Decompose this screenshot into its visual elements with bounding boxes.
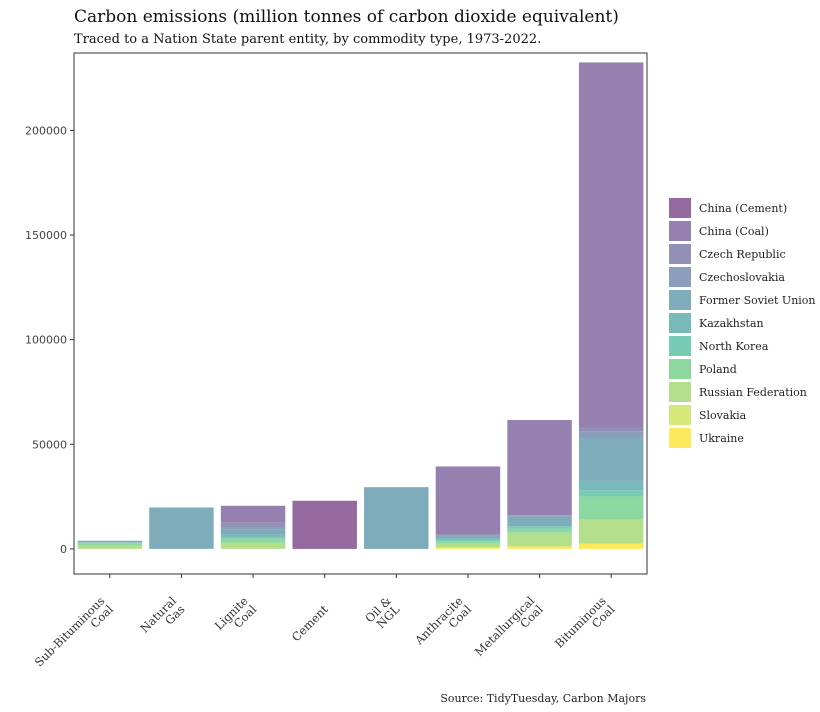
y-axis: 0 50000 100000 150000 200000 (25, 124, 74, 556)
bar-lignite-coal-czech-republic (220, 522, 286, 527)
bar-bituminous-coal-former-soviet-union (578, 438, 644, 481)
bar-oil-ngl-former-soviet-union (364, 487, 429, 549)
bar-metallurgical-coal-ukraine (507, 546, 572, 549)
legend-swatch-poland (669, 359, 691, 379)
bar-sub-bituminous-coal-russian-federation (77, 545, 143, 549)
bar-lignite-coal-former-soviet-union (220, 529, 286, 535)
legend-label-poland: Poland (699, 363, 737, 376)
chart-subtitle: Traced to a Nation State parent entity, … (74, 32, 541, 47)
y-tick-label: 0 (60, 543, 67, 556)
bar-bituminous-coal-china-coal (578, 62, 644, 428)
bar-metallurgical-coal-north-korea (507, 526, 572, 529)
x-tick-label: MetallurgicalCoal (472, 594, 546, 668)
bar-anthracite-coal-czechoslovakia (435, 534, 501, 536)
legend-label-russian-federation: Russian Federation (699, 386, 807, 399)
bar-metallurgical-coal-former-soviet-union (507, 516, 572, 527)
bar-anthracite-coal-china-coal (435, 466, 501, 535)
bar-sub-bituminous-coal-former-soviet-union (77, 540, 143, 543)
bar-bituminous-coal-ukraine (578, 543, 644, 549)
bar-metallurgical-coal-czech-republic (507, 515, 572, 516)
bars-group (77, 62, 644, 549)
bar-natural-gas-former-soviet-union (149, 507, 214, 549)
legend-label-china-cement: China (Cement) (699, 202, 787, 215)
bar-lignite-coal-russian-federation (220, 542, 286, 549)
chart-title: Carbon emissions (million tonnes of carb… (74, 7, 619, 27)
bar-metallurgical-coal-russian-federation (507, 532, 572, 547)
bar-anthracite-coal-kazakhstan (435, 538, 501, 540)
x-tick-label: Sub-BituminousCoal (32, 594, 116, 678)
bar-lignite-coal-north-korea (220, 536, 286, 539)
legend-swatch-russian-federation (669, 382, 691, 402)
bar-sub-bituminous-coal-north-korea (77, 542, 143, 544)
x-tick-label: AnthraciteCoal (411, 594, 474, 657)
bar-bituminous-coal-czechoslovakia (578, 431, 644, 438)
legend-swatch-former-soviet-union (669, 290, 691, 310)
bar-anthracite-coal-north-korea (435, 539, 501, 542)
x-tick-label: Cement (289, 602, 331, 644)
bar-lignite-coal-czechoslovakia (220, 526, 286, 530)
bar-sub-bituminous-coal-poland (77, 543, 143, 546)
legend-swatch-china-coal (669, 221, 691, 241)
legend-swatch-china-cement (669, 198, 691, 218)
legend-label-north-korea: North Korea (699, 340, 769, 353)
y-tick-label: 150000 (25, 229, 67, 242)
x-tick-label: NaturalGas (137, 594, 187, 644)
bar-lignite-coal-china-coal (220, 505, 286, 523)
bar-anthracite-coal-ukraine (435, 547, 501, 549)
plot-panel-border (73, 52, 648, 575)
legend-swatch-ukraine (669, 428, 691, 448)
x-tick-label: LigniteCoal (212, 594, 260, 642)
legend-swatch-kazakhstan (669, 313, 691, 333)
x-tick-label: BituminousCoal (552, 594, 618, 660)
bar-bituminous-coal-czech-republic (578, 427, 644, 432)
bar-lignite-coal-poland (220, 538, 286, 543)
bar-lignite-coal-kazakhstan (220, 534, 286, 537)
chart-caption: Source: TidyTuesday, Carbon Majors (440, 692, 646, 705)
legend: China (Cement) China (Coal) Czech Republic… (669, 198, 816, 448)
legend-swatch-slovakia (669, 405, 691, 425)
bar-metallurgical-coal-czechoslovakia (507, 515, 572, 517)
legend-swatch-czech-republic (669, 244, 691, 264)
bar-metallurgical-coal-poland (507, 528, 572, 533)
legend-label-czech-republic: Czech Republic (699, 248, 786, 261)
bar-bituminous-coal-north-korea (578, 490, 644, 497)
legend-label-former-soviet-union: Former Soviet Union (699, 294, 816, 307)
bar-sub-bituminous-coal-kazakhstan (77, 542, 143, 543)
bar-bituminous-coal-poland (578, 496, 644, 520)
y-tick-label: 50000 (32, 438, 67, 451)
legend-label-ukraine: Ukraine (699, 432, 744, 445)
legend-label-china-coal: China (Coal) (699, 225, 769, 238)
bar-anthracite-coal-poland (435, 541, 501, 544)
bar-cement-china-cement (292, 500, 357, 549)
legend-swatch-north-korea (669, 336, 691, 356)
bar-anthracite-coal-former-soviet-union (435, 535, 501, 539)
legend-label-slovakia: Slovakia (699, 409, 747, 422)
bar-anthracite-coal-czech-republic (435, 534, 501, 535)
legend-label-czechoslovakia: Czechoslovakia (699, 271, 785, 284)
bar-anthracite-coal-russian-federation (435, 543, 501, 548)
y-tick-label: 200000 (25, 124, 67, 137)
legend-swatch-czechoslovakia (669, 267, 691, 287)
bar-bituminous-coal-russian-federation (578, 519, 644, 544)
x-axis: Sub-BituminousCoal NaturalGas LigniteCoal C… (32, 574, 618, 678)
bar-bituminous-coal-kazakhstan (578, 480, 644, 491)
legend-label-kazakhstan: Kazakhstan (699, 317, 764, 330)
x-tick-label: Oil &NGL (362, 593, 402, 633)
bar-metallurgical-coal-china-coal (507, 420, 572, 516)
y-tick-label: 100000 (25, 334, 67, 347)
